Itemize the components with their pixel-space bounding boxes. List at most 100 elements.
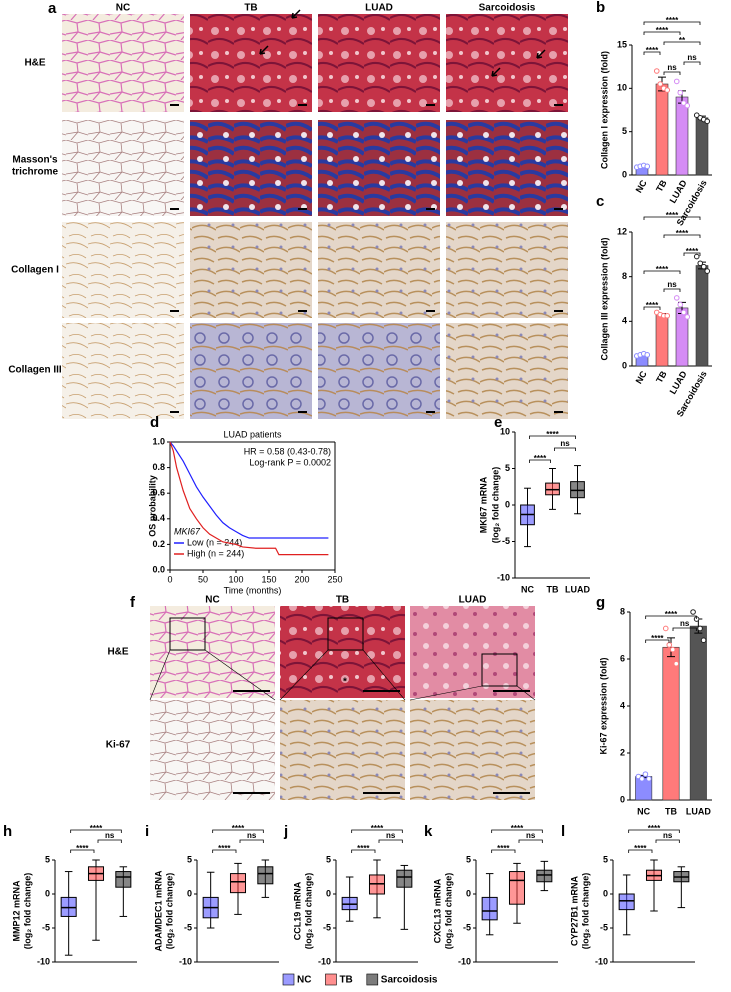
bar [695,265,709,367]
significance-label: **** [511,824,524,833]
x-tick-label: TB [654,178,669,194]
y-axis-label: Collagen III expression (fold) [599,237,609,360]
legend-label: TB [339,975,352,986]
y-tick-label: -5 [323,922,331,932]
y-tick-label: -10 [179,956,192,966]
y-axis-label: (log₂ fold change) [164,873,174,950]
significance-bracket [351,829,403,833]
micrograph [446,222,568,318]
significance-bracket [683,252,701,256]
significance-bracket [212,849,237,853]
significance-bracket [663,234,701,238]
y-axis-label: ADAMDEC1 mRNA [153,870,163,952]
inset-box [481,653,518,687]
bar [689,625,707,801]
significance-bracket [663,71,681,75]
significance-bracket [663,41,701,45]
significance-bracket [378,839,403,843]
row-label: H&E [107,647,128,658]
micrograph [410,606,535,698]
inset-box [327,617,364,651]
y-tick-label: -10 [318,956,331,966]
inset-link [362,649,406,701]
y-tick-label: 0 [620,794,625,804]
y-tick-label: 1.0 [152,436,165,446]
significance-label: **** [656,265,669,274]
data-point [704,118,711,125]
row-label: Collagen I [11,265,59,276]
micrograph [62,14,184,112]
panel-letter: h [3,823,12,840]
y-axis-label: CCL19 mRNA [292,881,302,940]
significance-label: **** [546,430,559,439]
y-tick-label: 0 [505,499,510,509]
significance-label: **** [534,454,547,463]
chart-title: LUAD patients [223,429,282,439]
row-label: Masson's [12,155,58,166]
y-tick-label: 5 [505,463,510,473]
micrograph [190,222,312,318]
legend-label: Low (n = 244) [187,537,242,547]
arrow [291,9,301,19]
y-tick-label: 10 [500,426,510,436]
panel-letter: i [145,823,149,840]
data-point [662,625,669,632]
survival-curve [169,441,329,556]
significance-bracket [628,829,680,833]
y-tick-label: 5 [466,854,471,864]
y-axis-label: OS probability [147,475,157,537]
y-tick-label: 4 [620,700,625,710]
x-tick-label: NC [521,584,534,594]
data-point [684,102,691,109]
y-axis-label: MMP12 mRNA [11,880,21,942]
y-tick-label: 5 [603,854,608,864]
significance-bracket [628,849,653,853]
column-header: LUAD [365,3,393,14]
significance-bracket [663,288,681,292]
x-tick-label: TB [547,584,559,594]
panel-letter: e [494,414,502,431]
column-header: LUAD [459,595,487,606]
column-header: TB [244,3,257,14]
micrograph [318,323,440,419]
box [115,871,132,888]
panel-letter: c [596,193,604,210]
significance-label: **** [634,844,647,853]
significance-bracket [645,615,697,619]
y-axis-label: MKI67 mRNA [478,476,488,533]
inset-link [409,685,483,701]
y-tick-label: 4 [622,316,627,326]
box [618,893,635,911]
column-header: NC [116,3,130,14]
y-axis-label: (log₂ fold change) [303,873,313,950]
significance-label: **** [218,844,231,853]
significance-bracket [554,447,576,451]
significance-bracket [518,839,543,843]
y-tick-label: 0 [622,360,627,370]
row-label: Ki-67 [106,740,131,751]
panel-letter: l [561,823,565,840]
panel-letter: f [130,594,136,611]
x-tick-label: TB [665,806,677,816]
legend-swatch [282,973,295,986]
box [508,871,526,905]
significance-label: ns [247,831,257,840]
significance-bracket [655,839,680,843]
significance-label: **** [665,610,678,619]
data-point [653,68,660,74]
data-point [639,776,645,782]
y-tick-label: 0 [45,888,50,898]
x-tick-label: LUAD [565,584,590,594]
micrograph [150,606,275,698]
data-point [677,301,684,308]
significance-bracket [643,31,681,35]
y-tick-label: 5 [187,854,192,864]
box [481,896,498,921]
y-axis-label: (log₂ fold change) [443,873,453,950]
y-tick-label: 10 [617,83,627,93]
data-point [669,646,676,653]
panel-letter: k [424,823,433,840]
x-axis-label: Time (months) [224,585,282,595]
inset-link [279,649,329,701]
